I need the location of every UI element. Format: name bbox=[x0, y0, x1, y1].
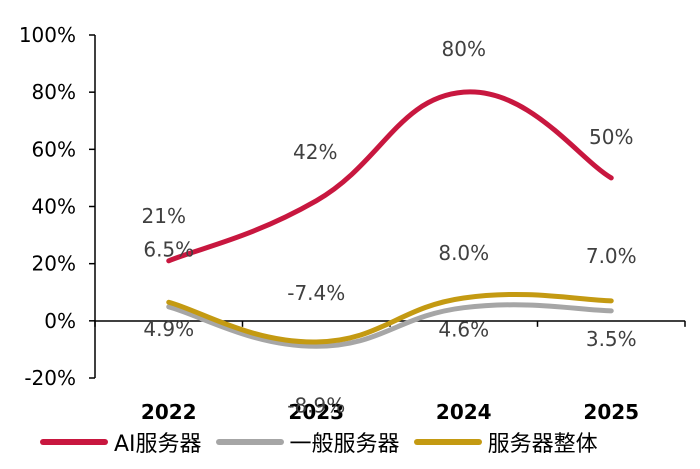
x-tick-label: 2024 bbox=[436, 400, 492, 424]
legend-label-general: 一般服务器 bbox=[289, 432, 400, 457]
legend-item-general: 一般服务器 bbox=[215, 426, 400, 458]
data-label-ai: 80% bbox=[442, 37, 486, 61]
data-label-general: 4.9% bbox=[143, 317, 194, 341]
y-ticks: -20% 0% 20% 40% 60% 80% 100% bbox=[19, 23, 95, 390]
legend: AI服务器 一般服务器 服务器整体 bbox=[40, 425, 612, 459]
data-label-ai: 42% bbox=[293, 140, 337, 164]
data-label-total: 8.0% bbox=[438, 241, 489, 265]
data-labels: 21% 42% 80% 50% 4.9% -8.9% 4.6% 3.5% 6.5% -7.4% 8.… bbox=[142, 37, 637, 417]
y-tick-label: 100% bbox=[19, 23, 76, 47]
series-line-general bbox=[166, 302, 614, 349]
y-tick-label: 20% bbox=[32, 252, 76, 276]
series-line-ai bbox=[166, 89, 614, 264]
legend-item-ai: AI服务器 bbox=[40, 426, 202, 458]
x-tick-label: 2023 bbox=[288, 400, 344, 424]
data-label-ai: 21% bbox=[142, 204, 186, 228]
legend-label-ai: AI服务器 bbox=[114, 432, 202, 457]
legend-item-total: 服务器整体 bbox=[413, 426, 598, 458]
data-label-general: 4.6% bbox=[438, 318, 489, 342]
data-label-total: -7.4% bbox=[287, 281, 345, 305]
legend-swatch-general bbox=[215, 439, 284, 445]
data-label-general: -8.9% bbox=[287, 393, 345, 417]
data-label-total: 6.5% bbox=[143, 237, 194, 261]
series-lines bbox=[166, 89, 614, 349]
data-label-general: 3.5% bbox=[586, 327, 637, 351]
y-tick-label: 40% bbox=[32, 195, 76, 219]
x-tick-label: 2022 bbox=[141, 400, 197, 424]
data-label-ai: 50% bbox=[589, 125, 633, 149]
y-tick-label: -20% bbox=[24, 366, 76, 390]
x-tick-label: 2025 bbox=[583, 400, 639, 424]
y-tick-label: 0% bbox=[44, 309, 76, 333]
legend-swatch-ai bbox=[40, 439, 108, 445]
x-ticks: 2022 2023 2024 2025 bbox=[94, 320, 686, 424]
data-label-total: 7.0% bbox=[586, 244, 637, 268]
legend-swatch-total bbox=[413, 439, 482, 445]
y-tick-label: 80% bbox=[32, 80, 76, 104]
legend-label-total: 服务器整体 bbox=[487, 432, 598, 457]
y-tick-label: 60% bbox=[32, 137, 76, 161]
series-line-total bbox=[166, 291, 614, 345]
